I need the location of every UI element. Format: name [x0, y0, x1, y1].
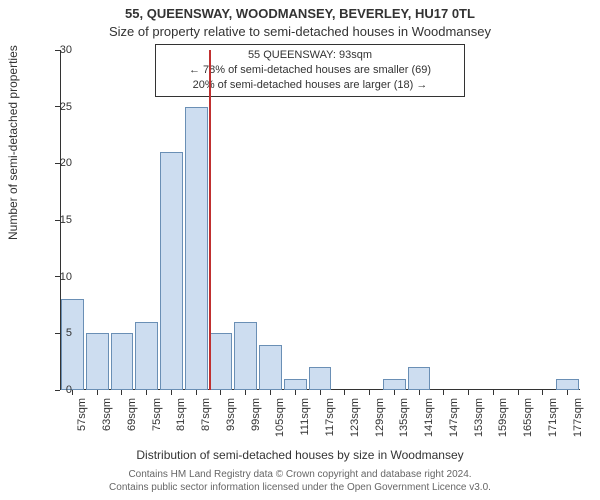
bar [160, 152, 183, 390]
x-tick-label: 165sqm [522, 398, 534, 448]
x-tick [320, 390, 321, 395]
bar [284, 379, 307, 390]
x-tick-label: 87sqm [200, 398, 212, 448]
footer-line-1: Contains HM Land Registry data © Crown c… [0, 469, 600, 482]
bar [135, 322, 158, 390]
chart-title-sub: Size of property relative to semi-detach… [0, 24, 600, 39]
x-tick-label: 111sqm [299, 398, 311, 448]
x-axis-label: Distribution of semi-detached houses by … [0, 448, 600, 462]
chart-container: 55, QUEENSWAY, WOODMANSEY, BEVERLEY, HU1… [0, 0, 600, 500]
x-tick [72, 390, 73, 395]
x-tick-label: 117sqm [324, 398, 336, 448]
bar [111, 333, 134, 390]
x-tick-label: 141sqm [423, 398, 435, 448]
x-tick-label: 177sqm [572, 398, 584, 448]
bar [234, 322, 257, 390]
x-tick [171, 390, 172, 395]
x-tick [270, 390, 271, 395]
y-tick-label: 15 [44, 214, 72, 226]
x-tick [419, 390, 420, 395]
x-tick [567, 390, 568, 395]
bar [556, 379, 579, 390]
y-tick-label: 5 [44, 327, 72, 339]
x-tick [121, 390, 122, 395]
bar [259, 345, 282, 390]
x-tick-label: 99sqm [250, 398, 262, 448]
bar [210, 333, 233, 390]
chart-footer: Contains HM Land Registry data © Crown c… [0, 469, 600, 494]
y-tick-label: 30 [44, 44, 72, 56]
x-tick-label: 63sqm [101, 398, 113, 448]
y-tick-label: 25 [44, 101, 72, 113]
x-tick-label: 75sqm [151, 398, 163, 448]
x-tick-label: 147sqm [448, 398, 460, 448]
x-tick [369, 390, 370, 395]
x-tick [443, 390, 444, 395]
x-tick [394, 390, 395, 395]
x-tick-label: 159sqm [497, 398, 509, 448]
x-tick-label: 135sqm [398, 398, 410, 448]
x-tick [468, 390, 469, 395]
x-tick-label: 123sqm [349, 398, 361, 448]
x-tick [542, 390, 543, 395]
bar [185, 107, 208, 390]
x-tick-label: 69sqm [126, 398, 138, 448]
x-tick-label: 129sqm [374, 398, 386, 448]
x-tick [518, 390, 519, 395]
x-tick-label: 105sqm [274, 398, 286, 448]
bar [408, 367, 431, 390]
x-tick [344, 390, 345, 395]
bar [86, 333, 109, 390]
x-tick [146, 390, 147, 395]
x-tick [295, 390, 296, 395]
y-tick-label: 10 [44, 271, 72, 283]
marker-line [209, 50, 211, 390]
y-axis-label: Number of semi-detached properties [6, 45, 20, 240]
bar [309, 367, 332, 390]
y-tick-label: 0 [44, 384, 72, 396]
x-tick [245, 390, 246, 395]
x-tick-label: 57sqm [76, 398, 88, 448]
bar [383, 379, 406, 390]
plot-area [60, 50, 580, 390]
x-tick-label: 93sqm [225, 398, 237, 448]
x-tick-label: 153sqm [473, 398, 485, 448]
x-tick [493, 390, 494, 395]
y-tick-label: 20 [44, 157, 72, 169]
x-tick-label: 171sqm [547, 398, 559, 448]
footer-line-2: Contains public sector information licen… [0, 482, 600, 495]
x-tick-label: 81sqm [175, 398, 187, 448]
x-tick [196, 390, 197, 395]
bar [61, 299, 84, 390]
chart-title-main: 55, QUEENSWAY, WOODMANSEY, BEVERLEY, HU1… [0, 6, 600, 21]
x-tick [220, 390, 221, 395]
x-tick [97, 390, 98, 395]
